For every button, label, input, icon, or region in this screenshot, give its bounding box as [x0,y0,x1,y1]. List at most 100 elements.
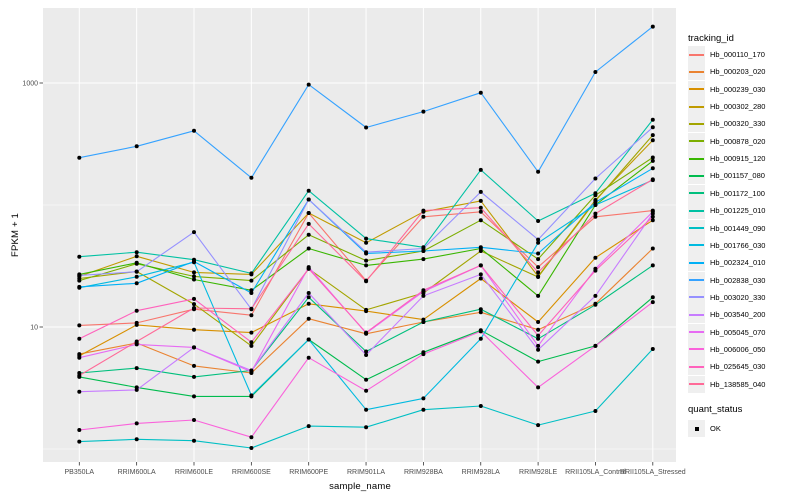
legend-item-label: Hb_000320_330 [710,119,766,129]
data-point [306,291,311,295]
x-tick-label: RRIM600PE [289,469,328,476]
legend-item-label: Hb_002838_030 [710,275,766,285]
data-point [421,246,426,251]
data-point [134,421,139,426]
data-point [306,197,311,202]
data-point [134,260,139,265]
black-point-icon [694,426,699,431]
data-point [421,293,426,298]
data-point [478,404,483,408]
data-point [192,438,196,443]
data-point [134,269,139,274]
data-point [134,254,139,259]
data-point [536,275,541,279]
data-point [650,166,655,171]
data-point [421,257,426,262]
data-point [249,271,254,276]
legend-item-label: Hb_000878_020 [710,136,766,146]
data-point [364,236,369,241]
data-point [650,177,655,182]
data-point [478,245,483,250]
data-point [593,268,598,273]
data-point [192,394,196,399]
legend-item-Hb_138585_040: Hb_138585_040 [688,375,765,393]
data-point [478,329,483,334]
data-point [192,418,196,422]
x-tick-label: PB350LA [65,469,95,476]
data-point [421,214,426,219]
data-point [421,109,426,114]
y-tick-label: 1000 [22,81,38,88]
data-point [192,230,196,235]
data-point [536,257,541,262]
data-point [364,250,369,255]
data-point [650,218,655,223]
data-point [478,198,483,203]
legend-key-line [688,306,705,324]
data-point [192,327,196,332]
legend-item-label: Hb_025645_030 [710,362,766,372]
data-point [77,336,82,341]
data-point [650,347,655,351]
legend-item-Hb_005045_070: Hb_005045_070 [688,323,765,341]
data-point [650,209,655,214]
data-point [306,232,311,237]
data-point [536,333,541,338]
data-point [478,310,483,315]
data-point [536,251,541,256]
data-point [249,306,254,311]
data-point [478,167,483,172]
legend-key-line [688,167,705,185]
legend-key-line [688,340,705,358]
data-point [77,373,82,378]
data-point [192,374,196,379]
data-point [77,273,82,278]
data-point [536,270,541,275]
legend-item-label: Hb_001766_030 [710,240,766,250]
data-point [77,254,82,259]
legend-item-label: Hb_000203_020 [710,67,766,77]
data-point [593,302,598,307]
x-tick-label: RRIM901LA [347,469,385,476]
data-point [134,339,139,344]
data-point [593,343,598,348]
data-point [364,263,369,268]
legend-item-label: Hb_001449_090 [710,223,766,233]
data-point [536,327,541,332]
data-point [593,293,598,298]
legend-key-line [688,150,705,168]
legend-key-line [688,375,705,393]
legend-item-label: Hb_006006_050 [710,344,766,354]
data-point [593,255,598,260]
data-point [77,284,82,289]
data-point [77,428,82,432]
legend-key-line [688,254,705,272]
data-point [134,437,139,442]
data-point [249,393,254,398]
data-point [421,352,426,357]
data-point [134,274,139,279]
x-tick-label: RRIM600SE [232,469,271,476]
legend-key-line [688,63,705,81]
data-point [77,278,82,283]
data-point [536,343,541,348]
data-point [650,246,655,251]
data-point [249,446,254,450]
legend-item-Hb_000239_030: Hb_000239_030 [688,80,765,98]
data-point [364,377,369,382]
data-point [478,263,483,268]
data-point [192,345,196,350]
legend-key-line [688,358,705,376]
data-point [134,342,139,347]
data-point [249,278,254,283]
legend-item-quant-ok: OK [688,420,721,437]
data-point [192,259,196,264]
data-point [421,208,426,213]
data-point [593,191,598,196]
legend-item-Hb_000878_020: Hb_000878_020 [688,132,766,150]
data-point [306,424,311,429]
data-point [306,221,311,226]
legend-key-line [688,132,705,150]
data-point [364,330,369,335]
legend-item-Hb_001449_090: Hb_001449_090 [688,219,766,237]
